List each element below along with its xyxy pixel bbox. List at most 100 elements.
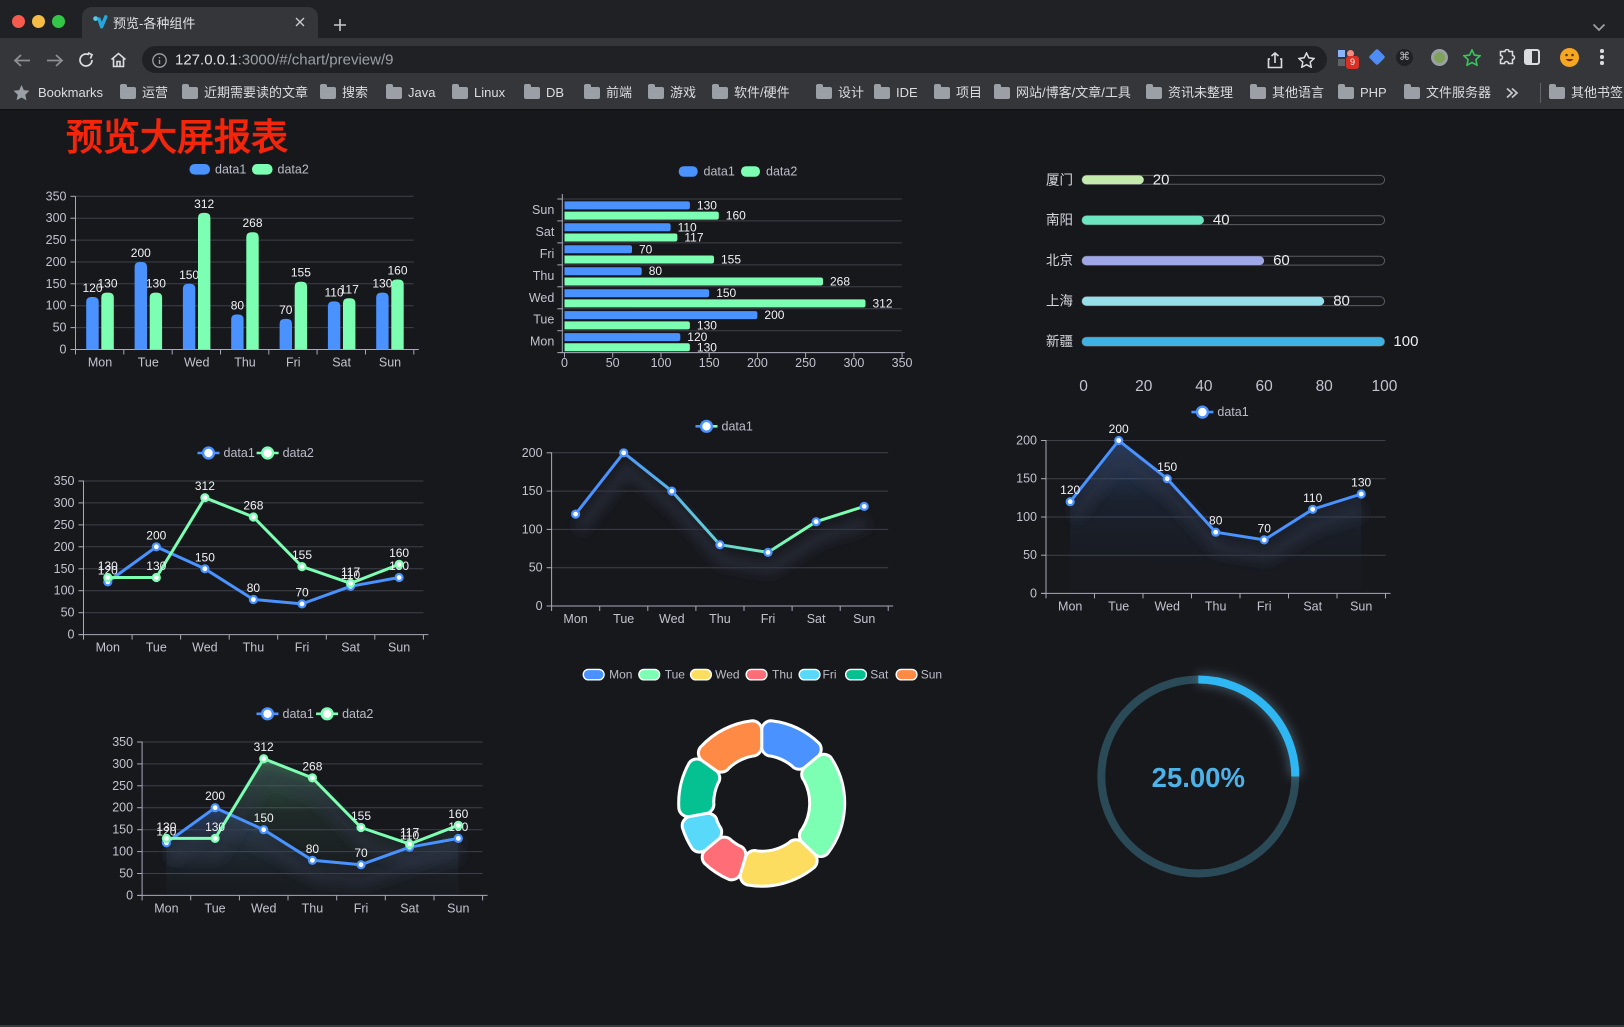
svg-text:Fri: Fri <box>286 356 301 370</box>
svg-text:50: 50 <box>606 356 620 370</box>
svg-text:100: 100 <box>1016 510 1037 524</box>
svg-text:120: 120 <box>687 330 707 344</box>
svg-text:Mon: Mon <box>154 901 178 915</box>
svg-text:Wed: Wed <box>251 901 277 915</box>
svg-text:北京: 北京 <box>1046 253 1073 268</box>
svg-text:117: 117 <box>400 826 419 840</box>
svg-text:200: 200 <box>131 246 151 260</box>
svg-text:250: 250 <box>795 356 816 370</box>
svg-text:南阳: 南阳 <box>1046 213 1073 228</box>
svg-text:50: 50 <box>53 321 67 335</box>
svg-text:110: 110 <box>1303 491 1322 505</box>
svg-text:Thu: Thu <box>302 901 324 915</box>
svg-text:Mon: Mon <box>1058 599 1082 613</box>
svg-text:25.00%: 25.00% <box>1152 762 1245 793</box>
svg-text:150: 150 <box>1016 472 1037 486</box>
svg-text:Sat: Sat <box>536 225 555 239</box>
svg-text:70: 70 <box>279 303 293 317</box>
svg-text:117: 117 <box>684 231 703 245</box>
svg-text:130: 130 <box>1351 476 1371 490</box>
svg-text:Sun: Sun <box>447 901 469 915</box>
svg-text:130: 130 <box>372 277 392 291</box>
svg-text:100: 100 <box>54 584 75 598</box>
svg-text:data1: data1 <box>283 707 314 721</box>
svg-text:Wed: Wed <box>529 291 555 305</box>
svg-text:120: 120 <box>156 824 176 838</box>
svg-text:120: 120 <box>98 563 118 577</box>
svg-text:300: 300 <box>54 496 75 510</box>
svg-text:Sat: Sat <box>1303 599 1322 613</box>
svg-text:268: 268 <box>830 275 850 289</box>
svg-text:Tue: Tue <box>665 668 686 682</box>
svg-text:200: 200 <box>205 789 225 803</box>
svg-text:0: 0 <box>1030 586 1037 600</box>
svg-text:上海: 上海 <box>1046 294 1073 309</box>
svg-text:250: 250 <box>46 233 67 247</box>
svg-text:Thu: Thu <box>234 356 256 370</box>
svg-text:268: 268 <box>243 499 263 513</box>
svg-text:Mon: Mon <box>88 356 112 370</box>
svg-text:117: 117 <box>341 565 360 579</box>
svg-text:Wed: Wed <box>1154 599 1180 613</box>
svg-text:20: 20 <box>1153 171 1170 188</box>
svg-text:350: 350 <box>46 189 67 203</box>
svg-text:155: 155 <box>291 266 311 280</box>
svg-text:Thu: Thu <box>243 641 265 655</box>
svg-text:Tue: Tue <box>146 641 167 655</box>
svg-text:70: 70 <box>1258 521 1272 535</box>
svg-text:312: 312 <box>873 296 893 310</box>
svg-text:Wed: Wed <box>715 668 739 682</box>
svg-text:80: 80 <box>649 264 663 278</box>
svg-text:100: 100 <box>46 299 67 313</box>
svg-text:160: 160 <box>448 807 468 821</box>
svg-text:Wed: Wed <box>659 612 685 626</box>
svg-text:120: 120 <box>1060 483 1080 497</box>
svg-text:50: 50 <box>119 867 133 881</box>
svg-text:data1: data1 <box>704 165 735 179</box>
svg-text:160: 160 <box>726 209 746 223</box>
svg-text:110: 110 <box>341 568 360 582</box>
svg-text:100: 100 <box>1393 333 1418 350</box>
svg-text:Mon: Mon <box>609 668 632 682</box>
svg-text:250: 250 <box>54 518 75 532</box>
svg-text:40: 40 <box>1195 378 1213 395</box>
svg-text:150: 150 <box>46 277 67 291</box>
svg-text:Thu: Thu <box>709 612 731 626</box>
svg-text:150: 150 <box>716 286 736 300</box>
svg-text:data2: data2 <box>283 446 314 460</box>
svg-text:data1: data1 <box>215 162 246 176</box>
svg-text:350: 350 <box>54 474 75 488</box>
svg-text:155: 155 <box>721 253 741 267</box>
svg-text:80: 80 <box>1316 378 1334 395</box>
svg-text:150: 150 <box>54 562 75 576</box>
svg-text:150: 150 <box>254 811 274 825</box>
svg-text:Sun: Sun <box>853 612 875 626</box>
svg-text:250: 250 <box>112 779 133 793</box>
svg-text:Fri: Fri <box>761 612 776 626</box>
svg-text:130: 130 <box>697 198 717 212</box>
svg-text:0: 0 <box>1079 378 1088 395</box>
svg-text:50: 50 <box>1023 548 1037 562</box>
svg-text:Tue: Tue <box>138 356 159 370</box>
svg-text:80: 80 <box>231 299 245 313</box>
svg-text:Tue: Tue <box>533 313 554 327</box>
svg-text:150: 150 <box>522 484 543 498</box>
svg-text:312: 312 <box>195 479 215 493</box>
svg-text:200: 200 <box>54 540 75 554</box>
svg-text:300: 300 <box>843 356 864 370</box>
svg-text:130: 130 <box>98 559 118 573</box>
svg-text:100: 100 <box>112 845 133 859</box>
svg-text:150: 150 <box>112 823 133 837</box>
svg-text:200: 200 <box>112 801 133 815</box>
svg-text:200: 200 <box>522 446 543 460</box>
svg-text:data1: data1 <box>722 419 753 433</box>
svg-text:120: 120 <box>82 281 102 295</box>
svg-text:20: 20 <box>1135 378 1153 395</box>
svg-text:50: 50 <box>61 606 75 620</box>
svg-text:150: 150 <box>195 550 215 564</box>
svg-text:Fri: Fri <box>354 901 369 915</box>
svg-text:130: 130 <box>146 277 166 291</box>
svg-text:Fri: Fri <box>540 247 555 261</box>
svg-text:Sun: Sun <box>379 356 401 370</box>
svg-text:Thu: Thu <box>533 269 555 283</box>
